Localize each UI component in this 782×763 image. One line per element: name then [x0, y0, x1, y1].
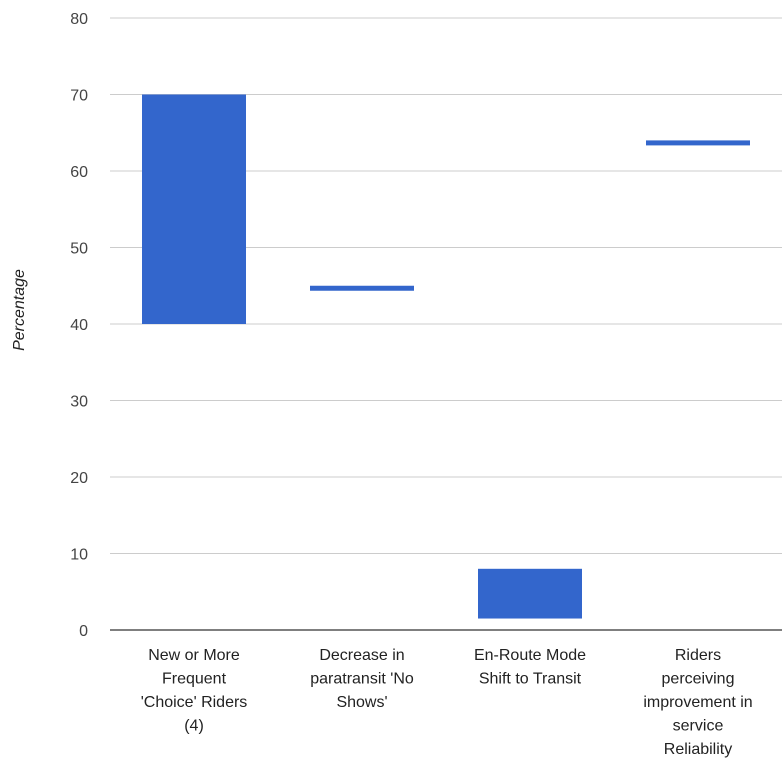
x-category-label-line: perceiving: [662, 671, 735, 688]
x-category-label-line: 'Choice' Riders: [141, 694, 248, 711]
y-tick-label: 50: [70, 241, 88, 258]
y-tick-label: 0: [79, 623, 88, 640]
y-axis-title: Percentage: [11, 269, 28, 351]
x-category-label-line: (4): [184, 718, 204, 735]
y-axis-tick-labels: 0 10 20 30 40 50 60 70 80: [70, 11, 88, 640]
x-category-label-line: service: [673, 718, 724, 735]
x-category-label-line: Shows': [336, 694, 387, 711]
x-category-label: En-Route Mode Shift to Transit: [474, 647, 586, 688]
x-axis-category-labels: New or More Frequent 'Choice' Riders (4) Dec…: [141, 647, 753, 758]
x-category-label-line: Riders: [675, 647, 721, 664]
x-category-label-line: Frequent: [162, 671, 227, 688]
y-tick-label: 40: [70, 317, 88, 334]
range-bar: [310, 285, 414, 291]
bars: [142, 94, 750, 619]
y-tick-label: 10: [70, 547, 88, 564]
x-category-label-line: En-Route Mode: [474, 647, 586, 664]
range-bar: [646, 140, 750, 146]
x-category-label: Decrease in paratransit 'No Shows': [310, 647, 414, 711]
x-category-label-line: Decrease in: [319, 647, 404, 664]
x-category-label-line: New or More: [148, 647, 240, 664]
x-category-label-line: Shift to Transit: [479, 671, 582, 688]
x-category-label-line: improvement in: [643, 694, 752, 711]
y-tick-label: 20: [70, 470, 88, 487]
y-tick-label: 70: [70, 88, 88, 105]
x-category-label-line: Reliability: [664, 741, 732, 758]
x-category-label: New or More Frequent 'Choice' Riders (4): [141, 647, 248, 735]
range-bar: [142, 94, 246, 324]
x-category-label: Riders perceiving improvement in service Rel…: [643, 647, 752, 758]
x-category-label-line: paratransit 'No: [310, 671, 414, 688]
y-tick-label: 80: [70, 11, 88, 28]
range-bar: [478, 568, 582, 619]
y-tick-label: 60: [70, 164, 88, 181]
y-tick-label: 30: [70, 394, 88, 411]
